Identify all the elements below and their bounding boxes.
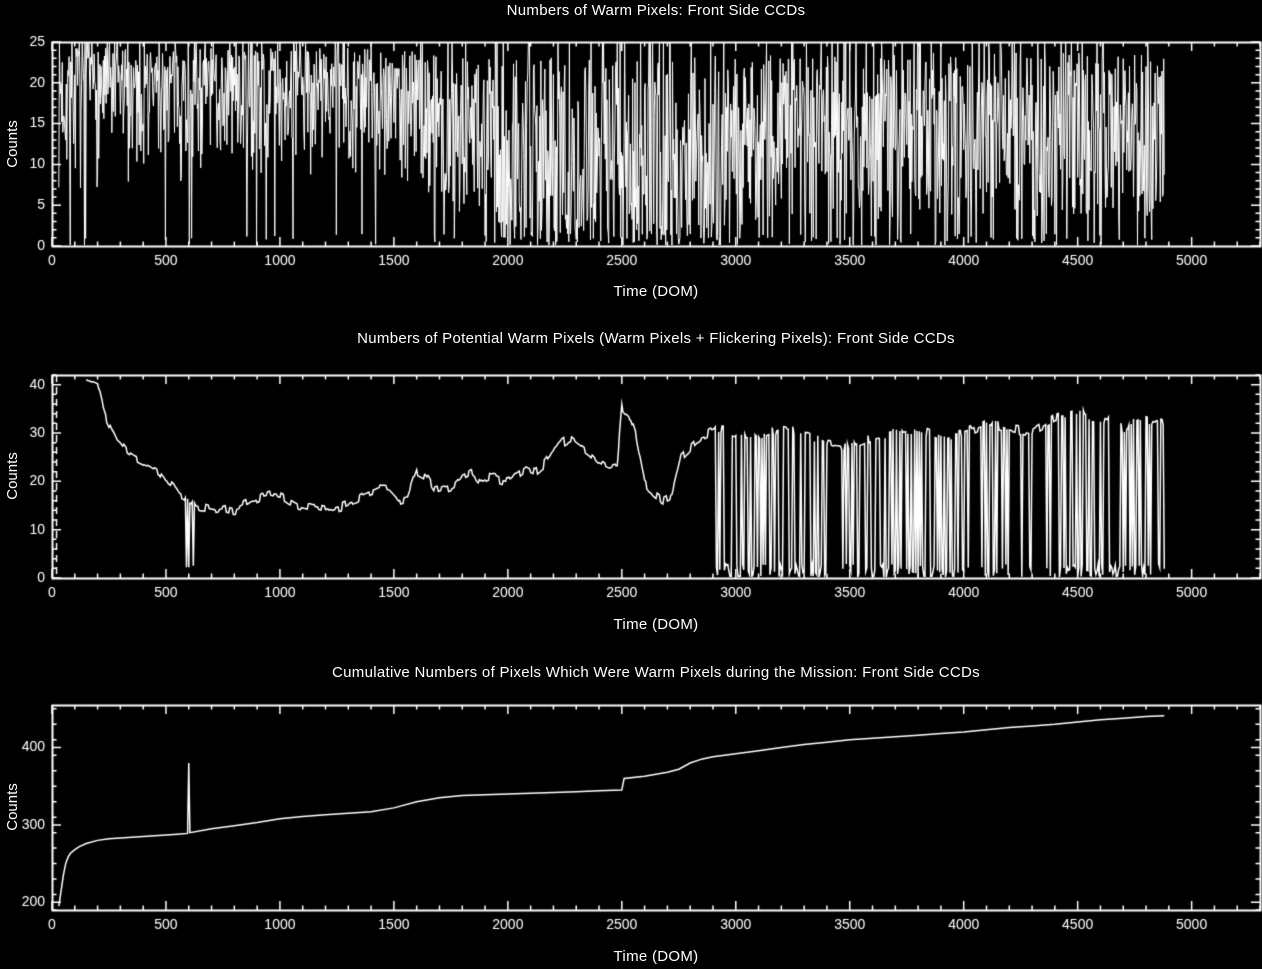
panel1-ylabel: Counts bbox=[4, 120, 21, 168]
panel3-ylabel: Counts bbox=[4, 783, 21, 831]
panel3-title: Cumulative Numbers of Pixels Which Were … bbox=[332, 664, 980, 681]
panel2-xlabel: Time (DOM) bbox=[613, 616, 699, 633]
panel1-title: Numbers of Warm Pixels: Front Side CCDs bbox=[506, 2, 806, 19]
panel1-xlabel: Time (DOM) bbox=[613, 283, 699, 300]
panel2-title: Numbers of Potential Warm Pixels (Warm P… bbox=[357, 330, 955, 347]
panel3-xlabel: Time (DOM) bbox=[613, 948, 699, 965]
panel2-ylabel: Counts bbox=[4, 452, 21, 500]
